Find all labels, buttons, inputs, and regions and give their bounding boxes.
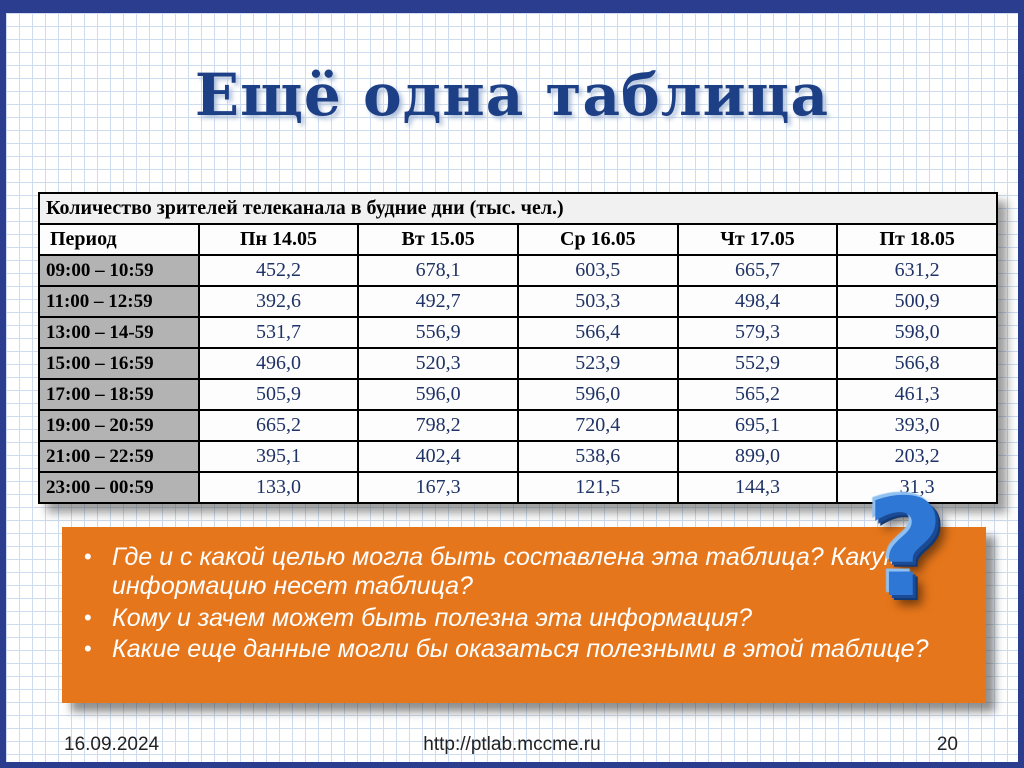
value-cell: 393,0: [836, 409, 998, 442]
viewers-table-container: Количество зрителей телеканала в будние …: [38, 192, 998, 504]
day-column-header: Вт 15.05: [357, 223, 519, 256]
value-cell: 899,0: [676, 440, 839, 473]
value-cell: 167,3: [357, 471, 519, 504]
questions-list: Где и с какой целью могла быть составлен…: [68, 543, 972, 664]
value-cell: 121,5: [516, 471, 679, 504]
period-cell: 09:00 – 10:59: [38, 254, 200, 287]
value-cell: 695,1: [676, 409, 839, 442]
footer-page-number: 20: [936, 734, 958, 755]
value-cell: 503,3: [516, 285, 679, 318]
table-row: 23:00 – 00:59 133,0 167,3 121,5 144,3 31,3: [38, 471, 998, 504]
value-cell: 665,7: [676, 254, 839, 287]
footer-date: 16.09.2024: [64, 734, 160, 755]
table-row: 13:00 – 14-59 531,7 556,9 566,4 579,3 598,0: [38, 316, 998, 349]
value-cell: 402,4: [357, 440, 519, 473]
question-item: Кому и зачем может быть полезна эта инфо…: [68, 604, 972, 633]
table-row: 11:00 – 12:59 392,6 492,7 503,3 498,4 500,9: [38, 285, 998, 318]
value-cell: 579,3: [676, 316, 839, 349]
value-cell: 452,2: [197, 254, 360, 287]
table-row: 15:00 – 16:59 496,0 520,3 523,9 552,9 566,8: [38, 347, 998, 380]
period-cell: 21:00 – 22:59: [38, 440, 200, 473]
slide-title: Ещё одна таблица: [194, 61, 830, 129]
value-cell: 552,9: [676, 347, 839, 380]
value-cell: 392,6: [197, 285, 360, 318]
period-cell: 17:00 – 18:59: [38, 378, 200, 411]
value-cell: 631,2: [836, 254, 998, 287]
value-cell: 461,3: [836, 378, 998, 411]
footer-url: http://ptlab.mccme.ru: [423, 734, 601, 755]
value-cell: 678,1: [357, 254, 519, 287]
value-cell: 556,9: [357, 316, 519, 349]
period-cell: 15:00 – 16:59: [38, 347, 200, 380]
value-cell: 566,4: [516, 316, 679, 349]
footer: 16.09.2024 http://ptlab.mccme.ru 20: [6, 734, 1018, 762]
period-cell: 11:00 – 12:59: [38, 285, 200, 318]
value-cell: 531,7: [197, 316, 360, 349]
value-cell: 505,9: [197, 378, 360, 411]
questions-box: Где и с какой целью могла быть составлен…: [62, 527, 986, 703]
value-cell: 520,3: [357, 347, 519, 380]
value-cell: 538,6: [516, 440, 679, 473]
day-column-header: Пт 18.05: [836, 223, 998, 256]
day-column-header: Пн 14.05: [197, 223, 360, 256]
value-cell: 500,9: [836, 285, 998, 318]
question-mark-graphic: ?: [866, 470, 945, 627]
value-cell: 566,8: [836, 347, 998, 380]
day-column-header: Чт 17.05: [676, 223, 839, 256]
question-item: Какие еще данные могли бы оказаться поле…: [68, 635, 972, 664]
question-item: Где и с какой целью могла быть составлен…: [68, 543, 972, 602]
table-caption: Количество зрителей телеканала в будние …: [38, 192, 998, 225]
period-cell: 19:00 – 20:59: [38, 409, 200, 442]
table-row: 21:00 – 22:59 395,1 402,4 538,6 899,0 203,2: [38, 440, 998, 473]
value-cell: 492,7: [357, 285, 519, 318]
value-cell: 720,4: [516, 409, 679, 442]
value-cell: 665,2: [197, 409, 360, 442]
table-header-row: Период Пн 14.05 Вт 15.05 Ср 16.05 Чт 17.05 Пт…: [38, 223, 998, 256]
value-cell: 598,0: [836, 316, 998, 349]
table-row: 17:00 – 18:59 505,9 596,0 596,0 565,2 461,3: [38, 378, 998, 411]
value-cell: 596,0: [516, 378, 679, 411]
value-cell: 496,0: [197, 347, 360, 380]
period-cell: 23:00 – 00:59: [38, 471, 200, 504]
period-cell: 13:00 – 14-59: [38, 316, 200, 349]
table-body: 09:00 – 10:59 452,2 678,1 603,5 665,7 631,2 11…: [38, 254, 998, 504]
value-cell: 144,3: [676, 471, 839, 504]
value-cell: 565,2: [676, 378, 839, 411]
value-cell: 395,1: [197, 440, 360, 473]
viewers-table: Количество зрителей телеканала в будние …: [38, 192, 998, 504]
value-cell: 603,5: [516, 254, 679, 287]
value-cell: 31,3: [836, 471, 998, 504]
value-cell: 133,0: [197, 471, 360, 504]
table-row: 19:00 – 20:59 665,2 798,2 720,4 695,1 393,0: [38, 409, 998, 442]
table-row: 09:00 – 10:59 452,2 678,1 603,5 665,7 631,2: [38, 254, 998, 287]
value-cell: 523,9: [516, 347, 679, 380]
period-column-header: Период: [38, 223, 200, 256]
value-cell: 498,4: [676, 285, 839, 318]
day-column-header: Ср 16.05: [516, 223, 679, 256]
value-cell: 203,2: [836, 440, 998, 473]
table-caption-row: Количество зрителей телеканала в будние …: [38, 192, 998, 225]
value-cell: 798,2: [357, 409, 519, 442]
value-cell: 596,0: [357, 378, 519, 411]
